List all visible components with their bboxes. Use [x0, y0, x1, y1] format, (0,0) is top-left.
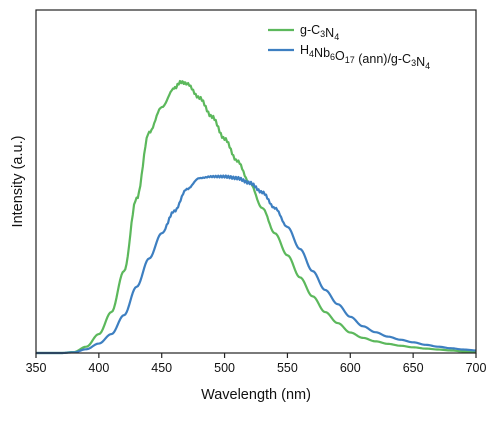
x-tick-label-500: 500 [214, 361, 235, 375]
x-axis-title: Wavelength (nm) [201, 387, 311, 403]
plot-frame [35, 9, 477, 354]
x-tick-label-700: 700 [466, 361, 487, 375]
series-line-2 [36, 174, 477, 355]
x-tick-label-450: 450 [151, 361, 172, 375]
legend-label-2: H4Nb6O17 (ann)/g-C3N4 [300, 43, 430, 71]
x-tick-label-350: 350 [26, 361, 47, 375]
x-tick-label-650: 650 [403, 361, 424, 375]
y-axis-title: Intensity (a.u.) [10, 136, 26, 228]
x-tick-label-400: 400 [88, 361, 109, 375]
x-tick-label-600: 600 [340, 361, 361, 375]
legend-label-1: g-C3N4 [300, 23, 339, 42]
series-line-1 [36, 79, 477, 355]
x-tick-label-550: 550 [277, 361, 298, 375]
